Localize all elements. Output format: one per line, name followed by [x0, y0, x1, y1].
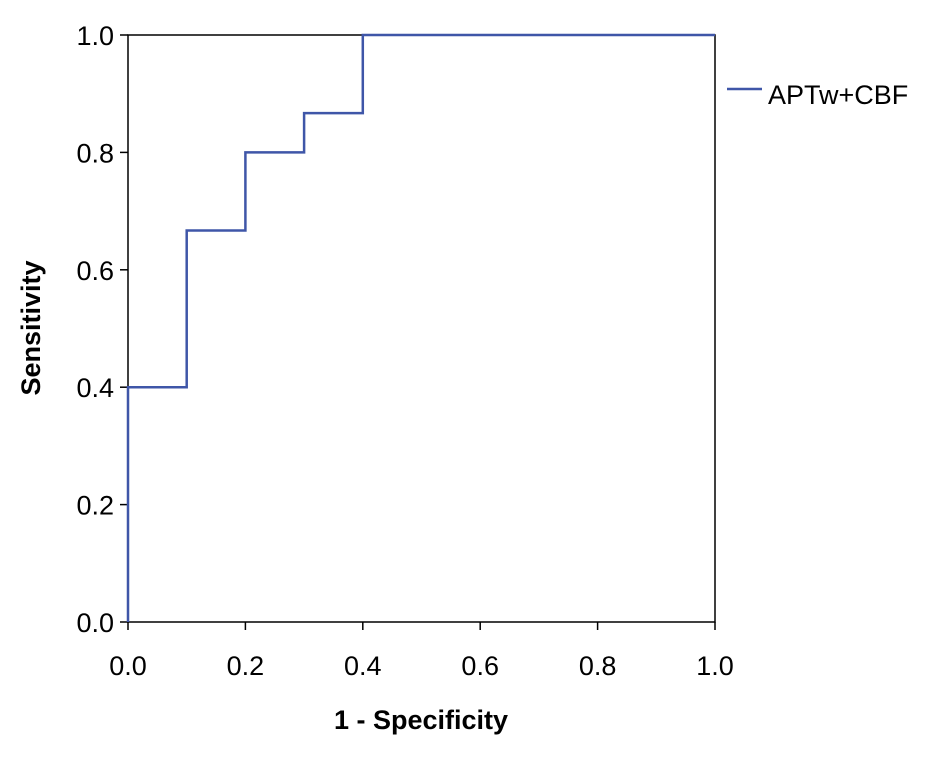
- y-tick-label: 0.2: [76, 491, 114, 521]
- roc-curve-line: [126, 33, 715, 622]
- y-tick-label: 0.8: [76, 138, 114, 168]
- y-axis-ticks: 0.0 0.2 0.4 0.6 0.8 1.0: [76, 21, 128, 638]
- y-tick-label: 0.0: [76, 608, 114, 638]
- legend-label: APTw+CBF: [768, 80, 908, 110]
- x-tick-label: 0.2: [227, 651, 265, 681]
- series-layer: [126, 33, 715, 622]
- plot-frame: [127, 34, 716, 623]
- x-tick-label: 1.0: [696, 651, 734, 681]
- x-axis-ticks: 0.0 0.2 0.4 0.6 0.8 1.0: [109, 622, 734, 681]
- y-tick-label: 0.6: [76, 256, 114, 286]
- x-tick-label: 0.4: [344, 651, 382, 681]
- y-tick-label: 1.0: [76, 21, 114, 51]
- x-tick-label: 0.6: [461, 651, 499, 681]
- y-tick-label: 0.4: [76, 373, 114, 403]
- y-axis-title: Sensitivity: [16, 260, 46, 395]
- x-axis-title: 1 - Specificity: [334, 705, 508, 735]
- x-tick-label: 0.8: [579, 651, 617, 681]
- x-tick-label: 0.0: [109, 651, 147, 681]
- legend: APTw+CBF: [727, 80, 908, 110]
